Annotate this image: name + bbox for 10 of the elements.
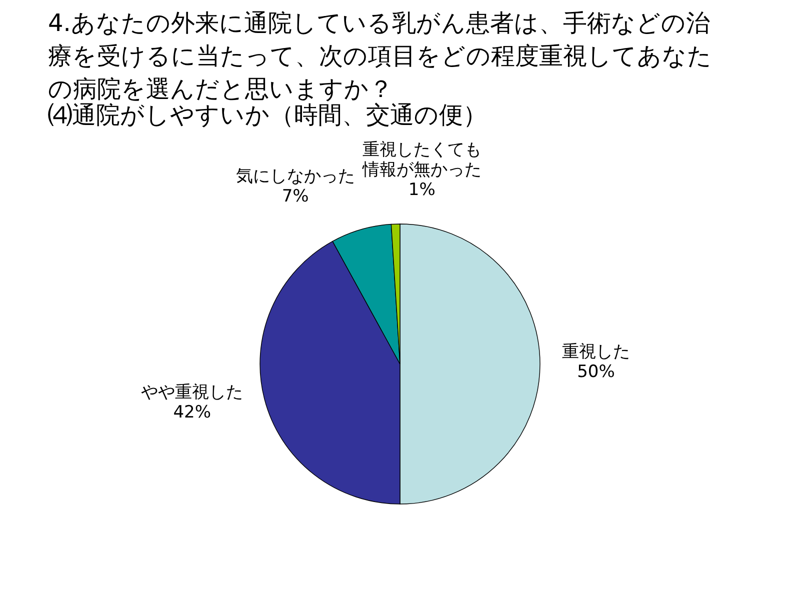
data-label: 7% — [282, 186, 309, 206]
chart-title: 4.あなたの外来に通院している乳がん患者は、手術などの治療を受けるに当たって、次の項目をどの程度重視してあなたの病院を選んだと思いますか？ — [48, 9, 712, 103]
slice-label: 気にしなかった — [236, 166, 355, 186]
data-label: 50% — [577, 362, 615, 382]
slice-label: 重視したくても情報が無かった — [361, 140, 482, 180]
data-label: 1% — [408, 180, 436, 200]
slice-label: やや重視した — [141, 382, 244, 402]
data-label: 42% — [173, 402, 211, 422]
slice-label: 重視した — [562, 342, 630, 362]
chart-subtitle: ⑷通院がしやすいか（時間、交通の便） — [48, 101, 487, 129]
